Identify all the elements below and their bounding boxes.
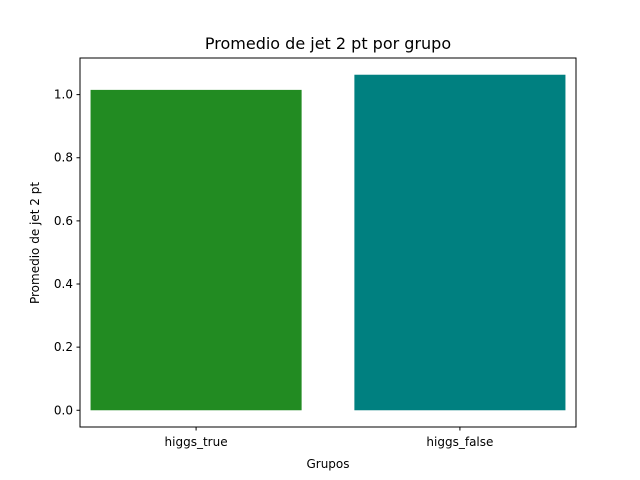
- y-tick-label: 0.0: [54, 403, 73, 417]
- y-axis: 0.0 0.2 0.4 0.6 0.8 1.0: [54, 88, 80, 417]
- x-axis: higgs_true higgs_false: [165, 427, 493, 449]
- y-tick-label: 0.8: [54, 151, 73, 165]
- y-tick-label: 1.0: [54, 88, 73, 102]
- bar-higgs_true: [90, 89, 302, 411]
- y-tick-label: 0.4: [54, 277, 73, 291]
- y-tick-label: 0.6: [54, 214, 73, 228]
- bars-group: [90, 74, 566, 411]
- y-tick-label: 0.2: [54, 340, 73, 354]
- x-axis-label: Grupos: [306, 457, 349, 471]
- x-tick-label-higgs_false: higgs_false: [426, 435, 493, 449]
- plot-frame: [79, 57, 577, 428]
- x-tick-label-higgs_true: higgs_true: [165, 435, 228, 449]
- y-axis-label: Promedio de jet 2 pt: [28, 182, 42, 304]
- chart-title: Promedio de jet 2 pt por grupo: [205, 34, 451, 53]
- bar-higgs_false: [354, 74, 566, 411]
